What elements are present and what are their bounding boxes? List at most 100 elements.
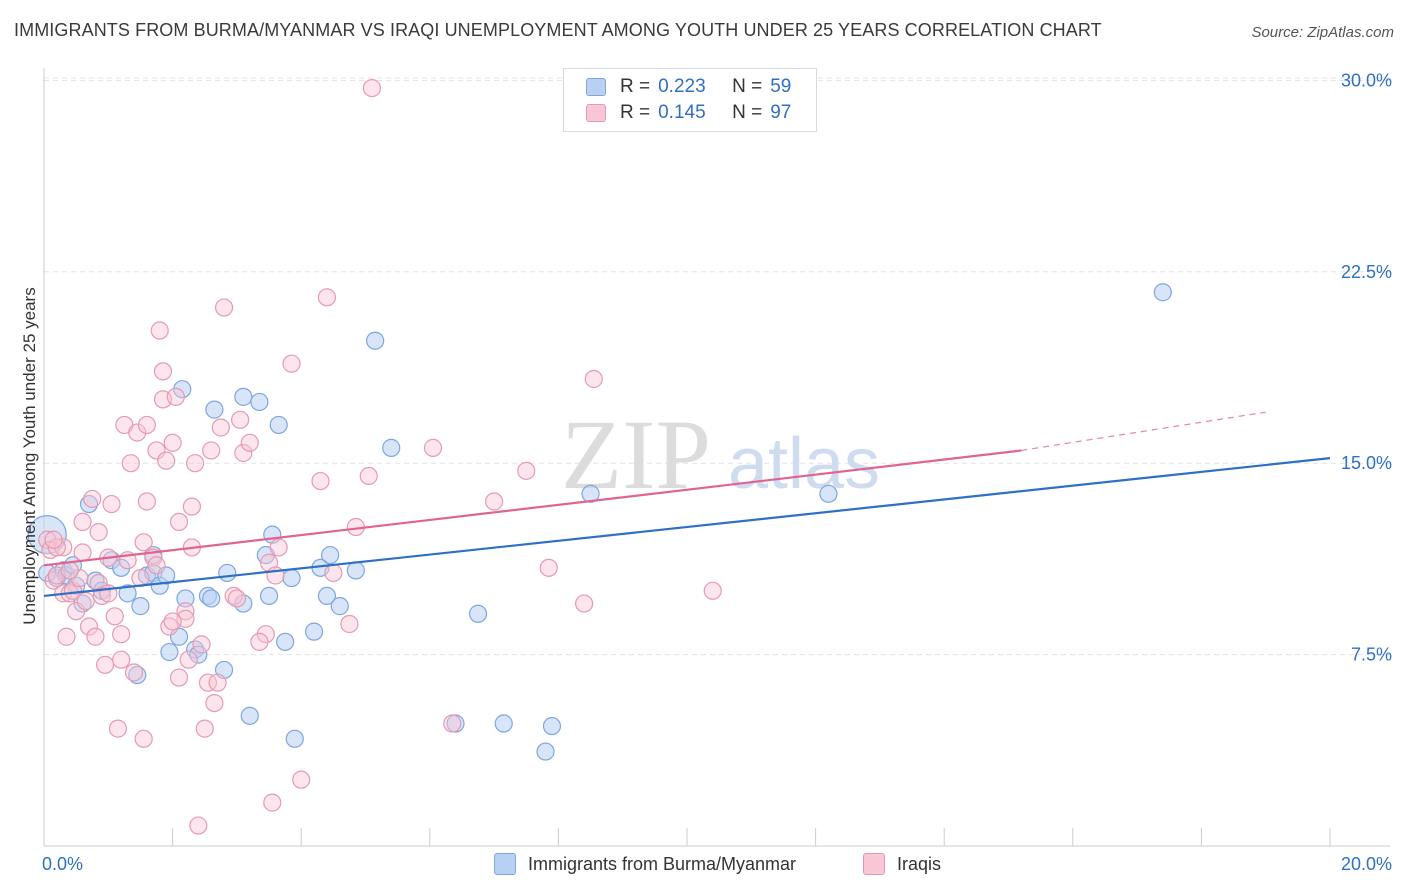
iraqis-point xyxy=(163,612,182,631)
iraqis-point xyxy=(108,719,128,738)
bottom-legend-label-burma: Immigrants from Burma/Myanmar xyxy=(528,853,797,874)
iraqis-point xyxy=(147,556,166,575)
burma-point xyxy=(366,331,385,350)
iraqis-point xyxy=(38,530,57,549)
iraqis-point xyxy=(182,497,201,516)
iraqis-point xyxy=(485,492,504,511)
iraqis-point xyxy=(44,530,63,549)
legend-r-value: 0.223 xyxy=(658,76,706,97)
iraqis-point xyxy=(214,298,234,317)
y-tick-label: 15.0% xyxy=(1341,453,1392,473)
burma-point xyxy=(118,584,137,603)
burma-point xyxy=(382,438,401,457)
iraqis-point xyxy=(359,466,378,486)
series-burma-points xyxy=(27,283,1172,761)
burma-point xyxy=(79,494,99,514)
iraqis-point xyxy=(202,441,221,460)
iraqis-point xyxy=(224,586,243,606)
legend-n-value: 97 xyxy=(770,102,792,123)
burma-point xyxy=(330,597,349,616)
legend-row-burma: R = 0.223 N = 59 xyxy=(586,75,791,99)
bottom-legend-burma: Immigrants from Burma/Myanmar xyxy=(494,852,796,876)
iraqis-point xyxy=(250,632,269,651)
iraqis-point xyxy=(137,492,156,511)
iraqis-point xyxy=(153,362,173,381)
iraqis-point xyxy=(60,561,79,580)
burma-point xyxy=(1153,283,1172,302)
iraqis-point xyxy=(317,288,337,307)
iraqis-point xyxy=(57,627,76,646)
burma-point xyxy=(542,716,562,736)
iraqis-point xyxy=(198,673,218,692)
iraqis-point xyxy=(703,581,722,600)
iraqis-point xyxy=(169,512,189,532)
series-iraqis-points xyxy=(38,78,722,835)
x-tick-label-max: 20.0% xyxy=(1341,854,1392,874)
iraqis-point xyxy=(124,663,144,682)
legend-r-label: R = xyxy=(620,76,651,97)
iraqis-point xyxy=(105,607,124,626)
iraqis-point xyxy=(340,614,359,634)
iraqis-point xyxy=(176,602,195,621)
x-tick-label-min: 0.0% xyxy=(42,854,83,874)
axis-ticks xyxy=(43,828,1331,846)
burma-point xyxy=(304,622,324,641)
trend-lines xyxy=(43,411,1331,598)
watermark-atlas: atlas xyxy=(728,424,880,504)
iraqis-point xyxy=(575,594,594,613)
iraqis-point xyxy=(73,543,92,562)
source-label: Source: ZipAtlas.com xyxy=(1251,24,1394,41)
iraqis-point xyxy=(102,494,121,514)
burma-point xyxy=(128,665,147,685)
iraqis-point xyxy=(83,489,102,509)
burma-point xyxy=(202,589,221,608)
iraqis-point xyxy=(137,415,156,435)
iraqis-point xyxy=(234,443,253,463)
iraqis-point xyxy=(292,770,311,789)
legend-row-iraqis: R = 0.145 N = 97 xyxy=(586,101,791,125)
iraqis-point xyxy=(112,650,131,669)
grid-lines xyxy=(44,77,1390,656)
bottom-legend-swatch-blue xyxy=(494,853,516,875)
iraqis-point xyxy=(423,438,443,457)
burma-point xyxy=(160,642,179,662)
iraqis-point xyxy=(282,354,301,373)
iraqis-point xyxy=(95,655,115,674)
iraqis-point xyxy=(192,635,211,654)
iraqis-point xyxy=(166,387,185,406)
iraqis-point xyxy=(134,533,153,552)
legend-swatch-blue xyxy=(586,78,606,96)
iraqis-point xyxy=(163,433,182,452)
legend-swatch-pink xyxy=(586,104,606,122)
iraqis-point xyxy=(269,538,288,557)
bottom-legend-swatch-pink xyxy=(863,853,885,875)
iraqis-point xyxy=(324,563,343,583)
iraqis-point xyxy=(195,719,214,738)
y-tick-label: 22.5% xyxy=(1341,262,1392,282)
burma-point xyxy=(240,706,259,725)
iraqis-point xyxy=(76,591,95,611)
iraqis-point xyxy=(89,523,108,542)
iraqis-point xyxy=(128,423,147,442)
iraqis-point xyxy=(186,454,205,473)
iraqis-point xyxy=(362,78,382,98)
burma-point xyxy=(189,645,208,664)
iraqis-point xyxy=(231,410,250,429)
burma-point xyxy=(234,387,253,406)
burma-point xyxy=(536,742,555,761)
burma-point xyxy=(259,586,279,606)
burma-point xyxy=(581,484,600,503)
legend-r-label: R = xyxy=(620,102,651,123)
iraqis-trend-line xyxy=(43,449,1022,567)
chart-title: IMMIGRANTS FROM BURMA/MYANMAR VS IRAQI U… xyxy=(14,20,1102,40)
burma-point xyxy=(321,545,340,565)
burma-point xyxy=(819,484,838,503)
iraqis-point xyxy=(134,729,153,748)
iraqis-point xyxy=(227,589,246,608)
iraqis-point xyxy=(517,461,536,480)
burma-point xyxy=(494,714,513,733)
iraqis-point xyxy=(112,625,131,644)
iraqis-point xyxy=(150,321,169,340)
correlation-legend: R = 0.223 N = 59 R = 0.145 N = 97 xyxy=(563,68,817,132)
